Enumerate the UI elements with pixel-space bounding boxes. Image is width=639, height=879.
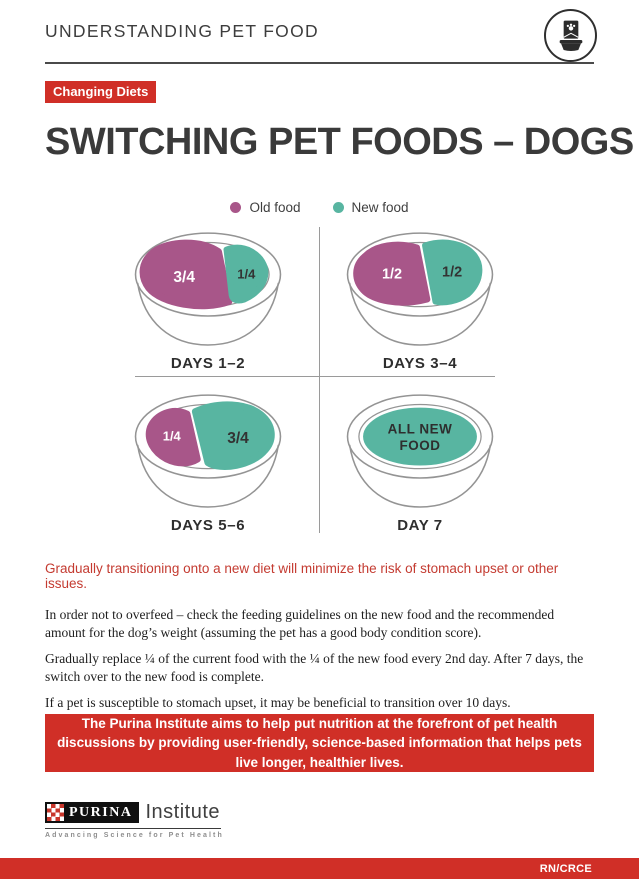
legend-item-new-food: New food: [332, 200, 409, 215]
new-food-portion: [422, 239, 483, 306]
bowl-day-7: ALL NEW FOOD: [346, 394, 494, 508]
old-fraction-label: 1/4: [163, 429, 182, 444]
purina-logo-lockup: PURINA: [45, 802, 140, 823]
body-copy: Gradually transitioning onto a new diet …: [45, 561, 594, 721]
new-fraction-label: 1/2: [442, 265, 462, 281]
all-new-food-label-line1: ALL NEW: [388, 421, 453, 436]
page-header-title: UNDERSTANDING PET FOOD: [45, 21, 319, 41]
header-divider: [45, 62, 594, 64]
bowl-days-1-2: 3/4 1/4: [134, 232, 282, 346]
bowl-diagram-days-5-6: 1/4 3/4 DAYS 5–6: [124, 391, 292, 534]
paragraph-replace-schedule: Gradually replace ¼ of the current food …: [45, 651, 584, 684]
bowl-caption: DAYS 1–2: [170, 355, 246, 372]
pet-food-bag-bowl-glyph: [559, 20, 582, 51]
legend-label: Old food: [249, 200, 301, 215]
logo-divider: [45, 828, 221, 829]
new-food-portion: [363, 407, 477, 466]
purina-institute-callout: The Purina Institute aims to help put nu…: [45, 714, 594, 772]
bowl-caption: DAY 7: [397, 517, 443, 534]
grid-horizontal-divider: [135, 376, 495, 377]
new-fraction-label: 1/4: [237, 267, 256, 282]
purina-institute-logo: PURINA Institute Advancing Science for P…: [45, 801, 224, 839]
paragraph-stomach-upset: If a pet is susceptible to stomach upset…: [45, 695, 511, 710]
institute-wordmark: Institute: [145, 801, 220, 823]
legend: Old food New food: [0, 200, 639, 215]
callout-text: The Purina Institute aims to help put nu…: [57, 715, 582, 770]
old-food-portion: [353, 241, 431, 306]
old-fraction-label: 3/4: [173, 269, 195, 286]
old-food-portion: [139, 239, 233, 310]
section-badge: Changing Diets: [45, 81, 157, 103]
bowl-caption: DAYS 5–6: [170, 517, 246, 534]
old-food-swatch: [230, 202, 242, 213]
pet-food-icon: [544, 9, 597, 62]
new-fraction-label: 3/4: [227, 430, 249, 447]
purina-checkerboard-icon: [47, 804, 64, 821]
grid-vertical-divider: [319, 227, 320, 533]
all-new-food-label-line2: FOOD: [400, 438, 441, 453]
paragraph-overfeed: In order not to overfeed – check the fee…: [45, 607, 555, 640]
old-food-portion: [145, 407, 201, 467]
legend-label: New food: [351, 200, 409, 215]
page-title: SWITCHING PET FOODS – DOGS: [45, 121, 634, 163]
new-food-portion: [191, 401, 275, 470]
purina-wordmark: PURINA: [69, 804, 133, 820]
new-food-portion: [223, 244, 269, 304]
bowl-diagram-days-3-4: 1/2 1/2 DAYS 3–4: [336, 229, 504, 372]
logo-tagline: Advancing Science for Pet Health: [45, 832, 224, 839]
bowl-diagram-days-1-2: 3/4 1/4 DAYS 1–2: [124, 229, 292, 372]
footer-bar: RN/CRCE: [0, 858, 639, 879]
old-fraction-label: 1/2: [382, 267, 402, 283]
legend-item-old-food: Old food: [230, 200, 301, 215]
bowl-days-3-4: 1/2 1/2: [346, 232, 494, 346]
bowl-caption: DAYS 3–4: [382, 355, 458, 372]
new-food-swatch: [332, 202, 344, 213]
bowl-days-5-6: 1/4 3/4: [134, 394, 282, 508]
footer-code: RN/CRCE: [539, 862, 592, 875]
highlight-sentence: Gradually transitioning onto a new diet …: [45, 561, 559, 591]
bowl-diagram-day-7: ALL NEW FOOD DAY 7: [336, 391, 504, 534]
